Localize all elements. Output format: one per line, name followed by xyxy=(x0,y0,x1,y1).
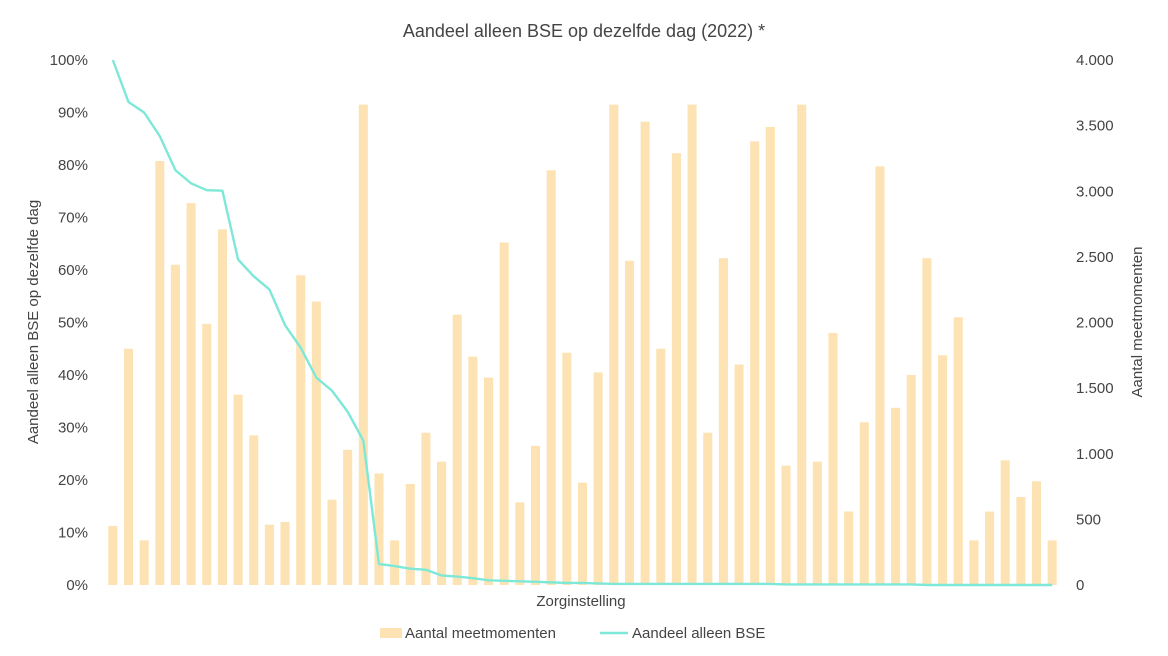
left-tick-label: 60% xyxy=(58,262,88,279)
y-axis-label-left: Aandeel alleen BSE op dezelfde dag xyxy=(25,200,42,444)
bar-mark xyxy=(812,461,822,586)
line-series-aandeel xyxy=(111,59,1053,587)
bar-mark xyxy=(656,348,666,585)
left-tick-label: 90% xyxy=(58,105,88,122)
left-tick-label: 40% xyxy=(58,367,88,384)
bar-mark xyxy=(828,333,838,585)
right-tick-label: 500 xyxy=(1076,511,1101,528)
bar-mark xyxy=(797,104,807,586)
bar-mark xyxy=(624,260,635,585)
legend-label-bar: Aantal meetmomenten xyxy=(405,625,556,642)
bar-mark xyxy=(170,264,180,585)
bar-mark xyxy=(844,511,854,585)
bar-mark xyxy=(123,348,134,585)
bar-mark xyxy=(249,435,259,586)
bar-mark xyxy=(264,524,274,586)
legend: Aantal meetmomenten Aandeel alleen BSE xyxy=(380,625,765,642)
bar-mark xyxy=(1016,497,1026,585)
bar-mark xyxy=(421,432,431,585)
bar-series xyxy=(108,104,1057,586)
bar-mark xyxy=(875,166,885,585)
bar-mark xyxy=(202,323,212,585)
bar-mark xyxy=(781,465,791,585)
left-tick-label: 50% xyxy=(58,315,88,332)
bar-mark xyxy=(750,141,760,586)
legend-swatch-bar xyxy=(380,628,402,638)
bar-mark xyxy=(609,104,619,586)
bar-mark xyxy=(765,126,775,585)
bar-mark xyxy=(390,540,400,586)
right-tick-label: 3.000 xyxy=(1076,183,1114,200)
bar-mark xyxy=(969,540,979,586)
bar-mark xyxy=(405,483,415,585)
bar-mark xyxy=(718,258,728,585)
bar-mark xyxy=(906,375,916,585)
bar-mark xyxy=(859,422,869,585)
bar-mark xyxy=(374,473,384,585)
right-axis-ticks: 0 500 1.000 1.500 2.000 2.500 3.000 3.500 4.000 xyxy=(1076,52,1114,594)
bar-mark xyxy=(358,104,368,586)
left-axis-ticks: 0% 10% 20% 30% 40% 50% 60% 70% 80% 90% 100% xyxy=(50,52,88,594)
bar-mark xyxy=(327,499,337,585)
left-tick-label: 0% xyxy=(66,577,88,594)
bar-mark xyxy=(280,522,290,585)
left-tick-label: 20% xyxy=(58,472,88,489)
left-tick-label: 70% xyxy=(58,210,88,227)
bar-mark xyxy=(468,356,478,586)
bar-mark xyxy=(296,275,306,585)
y-axis-label-right: Aantal meetmomenten xyxy=(1129,247,1146,398)
bar-mark xyxy=(985,511,995,585)
bar-mark xyxy=(562,352,572,585)
bar-mark xyxy=(546,170,556,585)
right-tick-label: 0 xyxy=(1076,577,1084,594)
bar-mark xyxy=(233,394,243,585)
right-tick-label: 3.500 xyxy=(1076,118,1114,135)
left-tick-label: 30% xyxy=(58,420,88,437)
bar-mark xyxy=(671,153,681,585)
bar-mark xyxy=(186,203,196,585)
bar-mark xyxy=(139,540,149,586)
bar-mark xyxy=(938,355,948,585)
right-tick-label: 2.000 xyxy=(1076,315,1114,332)
chart-title: Aandeel alleen BSE op dezelfde dag (2022… xyxy=(403,21,765,41)
right-tick-label: 1.000 xyxy=(1076,446,1114,463)
bar-mark xyxy=(437,461,447,586)
bar-mark xyxy=(703,432,713,585)
bar-mark xyxy=(734,364,744,585)
bar-mark xyxy=(577,482,588,586)
left-tick-label: 80% xyxy=(58,157,88,174)
left-tick-label: 10% xyxy=(58,525,88,542)
bar-mark xyxy=(891,407,901,585)
bar-mark xyxy=(452,314,462,586)
bar-mark xyxy=(1000,460,1010,585)
bar-mark xyxy=(515,502,525,585)
right-tick-label: 1.500 xyxy=(1076,380,1114,397)
bar-mark xyxy=(530,445,541,586)
bar-mark xyxy=(640,121,650,585)
bar-mark xyxy=(499,242,509,585)
bar-mark xyxy=(922,258,932,585)
bar-mark xyxy=(953,317,963,585)
bar-mark xyxy=(155,161,165,585)
bar-mark xyxy=(343,449,353,585)
bar-mark xyxy=(1047,540,1057,586)
legend-label-line: Aandeel alleen BSE xyxy=(632,625,765,642)
bar-mark xyxy=(687,104,697,586)
bar-mark xyxy=(217,229,227,585)
bar-mark xyxy=(108,525,118,585)
bar-mark xyxy=(484,377,494,586)
bar-mark xyxy=(1031,481,1042,585)
bar-mark xyxy=(593,372,603,586)
bar-mark xyxy=(311,301,321,585)
right-tick-label: 4.000 xyxy=(1076,52,1114,69)
left-tick-label: 100% xyxy=(50,52,88,69)
right-tick-label: 2.500 xyxy=(1076,249,1114,266)
x-axis-label: Zorginstelling xyxy=(536,593,625,610)
